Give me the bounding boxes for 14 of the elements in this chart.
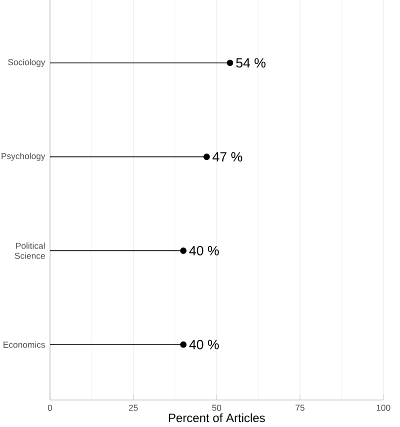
- x-tick-label: 100: [376, 404, 390, 411]
- y-tick-label: Political Science: [14, 242, 45, 259]
- y-tick-label: Economics: [4, 341, 45, 348]
- y-tick-label: Psychology: [2, 152, 46, 161]
- data-label: 40 %: [189, 246, 219, 256]
- data-label: 47 %: [212, 152, 242, 162]
- data-label: 54 %: [236, 58, 266, 68]
- x-axis-title: Percent of Articles: [168, 413, 265, 422]
- x-tick-label: 75: [296, 404, 304, 411]
- x-tick-label: 50: [212, 404, 222, 411]
- x-tick-label: 0: [48, 404, 52, 411]
- y-tick-label: Sociology: [8, 58, 46, 67]
- data-label: 40 %: [189, 340, 219, 350]
- x-tick-label: 25: [128, 404, 138, 411]
